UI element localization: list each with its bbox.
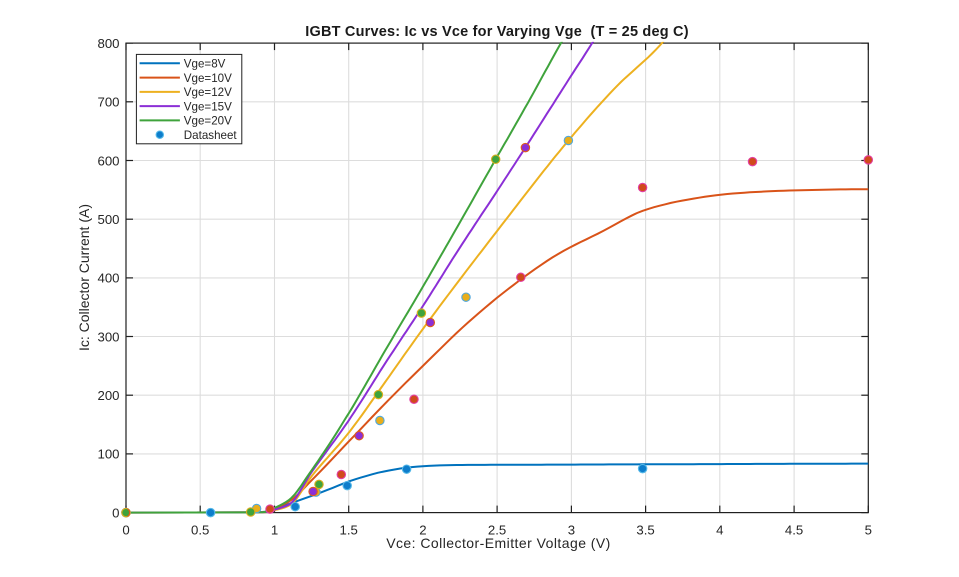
- svg-text:Datasheet: Datasheet: [184, 129, 238, 142]
- svg-text:3.5: 3.5: [636, 523, 654, 538]
- svg-text:3: 3: [568, 523, 575, 538]
- svg-text:800: 800: [97, 36, 119, 51]
- svg-text:400: 400: [97, 271, 119, 286]
- svg-text:2.5: 2.5: [488, 523, 506, 538]
- svg-text:Ic: Collector Current (A): Ic: Collector Current (A): [76, 204, 92, 351]
- svg-text:Vge=10V: Vge=10V: [184, 72, 232, 85]
- svg-text:0.5: 0.5: [191, 523, 209, 538]
- svg-text:5: 5: [865, 523, 872, 538]
- svg-text:IGBT Curves: Ic vs Vce for Var: IGBT Curves: Ic vs Vce for Varying Vge (…: [305, 24, 689, 40]
- svg-text:600: 600: [97, 153, 119, 168]
- svg-text:300: 300: [97, 329, 119, 344]
- svg-text:100: 100: [97, 447, 119, 462]
- svg-text:4.5: 4.5: [785, 523, 803, 538]
- svg-text:1: 1: [271, 523, 278, 538]
- svg-text:Vge=8V: Vge=8V: [184, 58, 226, 71]
- svg-text:700: 700: [97, 95, 119, 110]
- svg-text:Vge=12V: Vge=12V: [184, 86, 232, 99]
- svg-text:Vce: Collector-Emitter Voltage: Vce: Collector-Emitter Voltage (V): [386, 535, 611, 551]
- svg-text:0: 0: [122, 523, 129, 538]
- svg-text:200: 200: [97, 388, 119, 403]
- svg-text:0: 0: [112, 505, 119, 520]
- svg-text:Vge=20V: Vge=20V: [184, 115, 232, 128]
- svg-text:2: 2: [419, 523, 426, 538]
- svg-text:4: 4: [716, 523, 723, 538]
- svg-text:500: 500: [97, 212, 119, 227]
- svg-text:1.5: 1.5: [340, 523, 358, 538]
- svg-text:Vge=15V: Vge=15V: [184, 100, 232, 113]
